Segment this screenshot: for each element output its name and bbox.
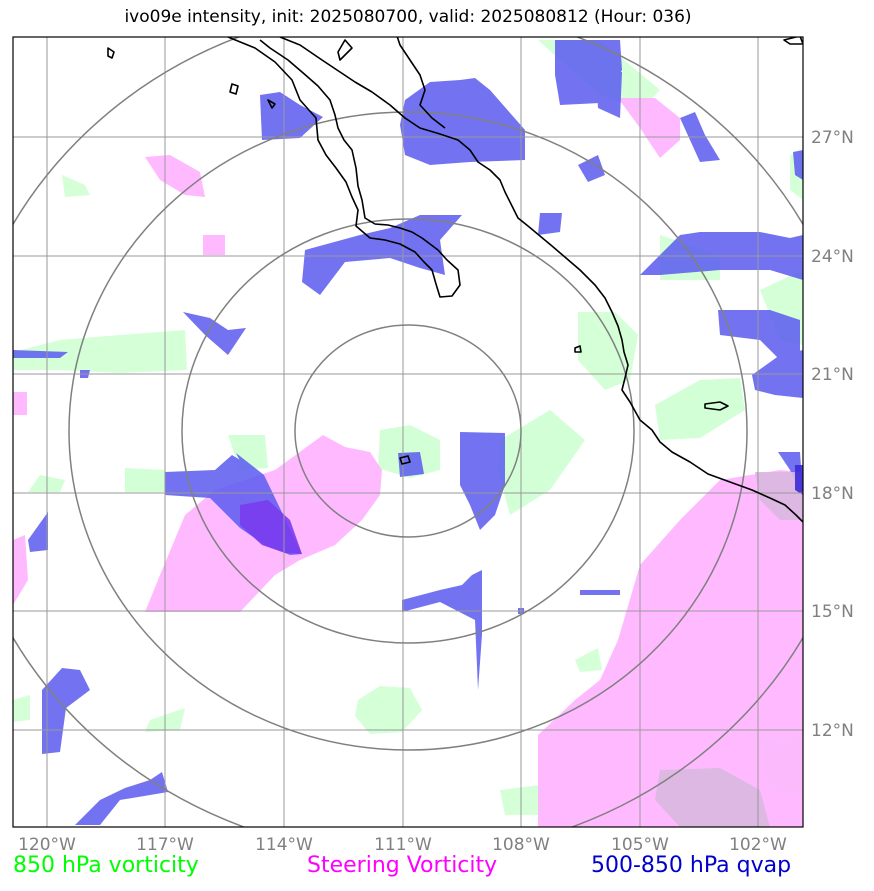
x-tick-label: 114°W [255, 835, 313, 855]
y-tick-label: 15°N [811, 602, 854, 622]
legend-steering-vorticity: Steering Vorticity [307, 853, 498, 878]
overlap-shading [240, 465, 803, 827]
x-tick-label: 108°W [492, 835, 550, 855]
y-axis-labels: 27°N 24°N 21°N 18°N 15°N 12°N [811, 128, 854, 741]
y-tick-label: 24°N [811, 247, 854, 267]
legend-qvap: 500-850 hPa qvap [591, 853, 792, 878]
x-tick-label: 105°W [611, 835, 669, 855]
range-rings [13, 37, 803, 827]
x-tick-label: 102°W [729, 835, 787, 855]
map-frame [12, 36, 804, 828]
x-tick-label: 111°W [374, 835, 432, 855]
y-tick-label: 27°N [811, 128, 854, 148]
y-tick-label: 18°N [811, 484, 854, 504]
map-title: ivo09e intensity, init: 2025080700, vali… [124, 7, 692, 27]
y-tick-label: 12°N [811, 721, 854, 741]
x-tick-label: 117°W [136, 835, 194, 855]
x-axis-labels: 120°W 117°W 114°W 111°W 108°W 105°W 102°… [18, 835, 787, 855]
legend-850-vorticity: 850 hPa vorticity [13, 853, 199, 878]
coastlines [107, 37, 803, 523]
x-tick-label: 120°W [18, 835, 76, 855]
y-tick-label: 21°N [811, 365, 854, 385]
